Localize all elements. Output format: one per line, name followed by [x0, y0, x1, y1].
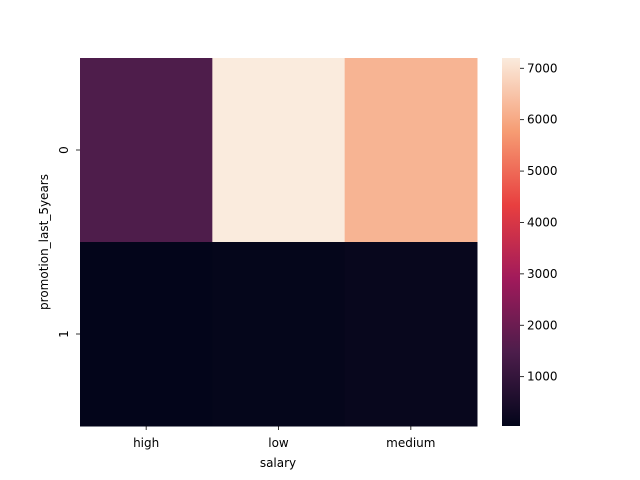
colorbar-tick-label: 3000 [527, 267, 558, 281]
y-tick-label: 1 [57, 330, 71, 338]
colorbar-ticks: 1000 2000 3000 4000 5000 6000 7000 [520, 61, 558, 384]
y-axis-label: promotion_last_5years [37, 174, 51, 310]
colorbar-tick-label: 6000 [527, 113, 558, 127]
colorbar-tick-label: 5000 [527, 164, 558, 178]
y-tick-label: 0 [57, 146, 71, 154]
x-tick-label: low [268, 436, 289, 450]
heatmap-cell [212, 242, 346, 427]
heatmap-cell [212, 58, 346, 243]
x-tick-label: high [133, 436, 159, 450]
x-axis-ticks: high low medium [133, 426, 435, 450]
colorbar-tick-label: 2000 [527, 318, 558, 332]
colorbar [502, 58, 520, 426]
colorbar-tick-label: 7000 [527, 61, 558, 75]
heatmap-cell [344, 242, 478, 427]
x-axis-label: salary [260, 456, 296, 470]
heatmap-cell [80, 58, 213, 243]
colorbar-tick-label: 1000 [527, 370, 558, 384]
heatmap-cells [80, 58, 478, 427]
heatmap-cell [344, 58, 478, 243]
heatmap-cell [80, 242, 213, 427]
colorbar-tick-label: 4000 [527, 215, 558, 229]
x-tick-label: medium [386, 436, 435, 450]
y-axis-ticks: 01 [57, 146, 80, 338]
